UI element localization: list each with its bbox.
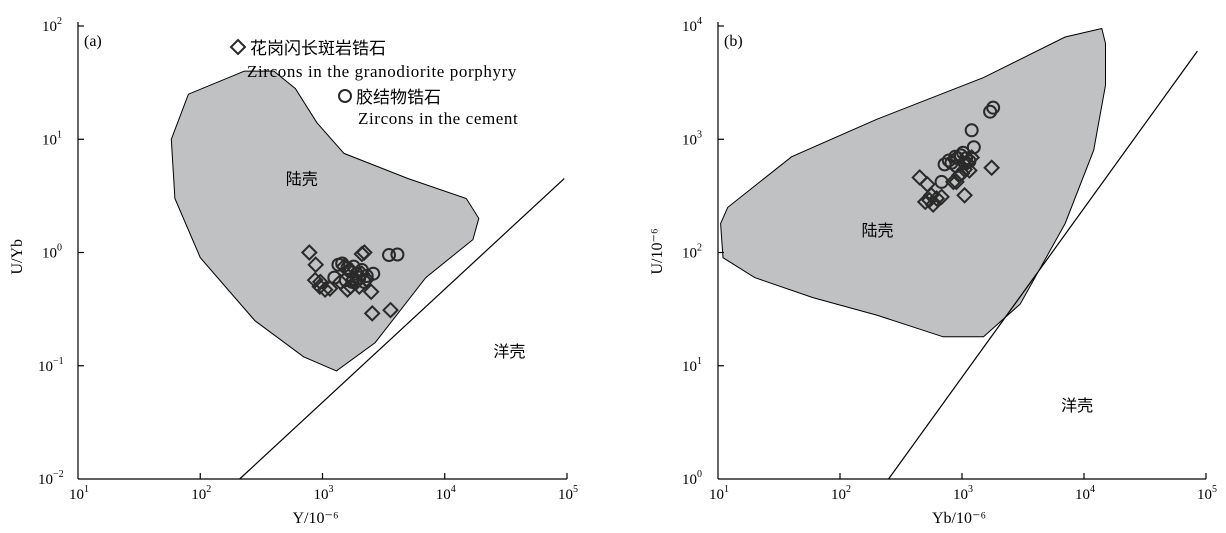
x-axis-label: Y/10⁻⁶ — [293, 510, 339, 527]
x-tick-label: 103 — [314, 484, 334, 503]
panel-label: (b) — [724, 33, 743, 50]
x-tick-label: 101 — [69, 484, 89, 503]
x-tick-label: 103 — [953, 484, 973, 503]
granodiorite-zircon-point — [306, 271, 324, 289]
y-tick-label: 10−2 — [38, 469, 64, 488]
panel-label: (a) — [84, 33, 102, 50]
x-tick-label: 105 — [1197, 484, 1217, 503]
x-axis-label: Yb/10⁻⁶ — [932, 510, 986, 527]
cement-zircon-point — [986, 100, 1001, 115]
y-axis-label: U/Yb — [9, 239, 26, 275]
legend: 花岗闪长斑岩锆石 Zircons in the granodiorite por… — [229, 38, 518, 128]
y-tick-label: 102 — [42, 16, 62, 35]
granodiorite-zircon-point — [382, 301, 399, 319]
x-tick-label: 104 — [436, 484, 456, 503]
continental-crust-field — [720, 27, 1106, 338]
cement-zircon-point — [345, 274, 360, 289]
granodiorite-zircon-point — [924, 196, 942, 213]
x-tick-label: 105 — [558, 484, 578, 503]
y-tick-label: 101 — [42, 129, 62, 148]
granodiorite-zircon-point — [300, 244, 318, 261]
y-tick-label: 101 — [682, 356, 702, 375]
granodiorite-zircon-point — [944, 173, 962, 191]
x-tick-label: 102 — [191, 484, 211, 503]
cement-zircon-point — [366, 266, 381, 281]
continental-crust-field — [170, 70, 480, 372]
legend-cement-en: Zircons in the cement — [358, 109, 518, 128]
granodiorite-zircon-point — [307, 256, 325, 274]
x-tick-label: 102 — [831, 484, 851, 503]
continental-crust-label: 陆壳 — [861, 221, 893, 240]
cement-zircon-point — [966, 140, 981, 155]
y-tick-label: 100 — [42, 243, 62, 262]
cement-zircon-point — [964, 123, 979, 138]
panel-b: 101 102 103 104 105 100 101 102 103 104 (b) Yb/10⁻⁶… — [649, 16, 1217, 527]
y-tick-label: 103 — [682, 129, 702, 148]
cement-zircon-point — [382, 248, 397, 263]
y-tick-label: 102 — [682, 243, 702, 262]
crust-boundary-line — [239, 178, 565, 480]
cement-zircon-point — [359, 269, 374, 284]
cement-zircon-point — [934, 174, 949, 189]
oceanic-crust-label: 洋壳 — [493, 342, 525, 361]
y-tick-label: 104 — [682, 16, 702, 35]
cement-zircon-point — [949, 159, 964, 174]
cement-zircon-point — [346, 259, 361, 274]
y-axis-label: U/10⁻⁶ — [649, 228, 666, 274]
granodiorite-zircon-point — [311, 273, 329, 291]
granodiorite-zircon-point — [316, 281, 334, 299]
legend-cement-cn: 胶结物锆石 — [356, 88, 441, 108]
granodiorite-zircon-point — [321, 280, 339, 298]
y-tick-label: 10−1 — [38, 356, 64, 375]
cement-zircon-point — [338, 273, 353, 288]
x-tick-label: 101 — [709, 484, 729, 503]
granodiorite-zircon-point — [363, 304, 381, 322]
granodiorite-zircon-point — [362, 283, 380, 301]
y-tick-label: 100 — [682, 469, 702, 488]
crust-boundary-line — [888, 50, 1198, 480]
continental-crust-label: 陆壳 — [286, 169, 318, 188]
granodiorite-zircon-point — [353, 245, 371, 263]
granodiorite-zircon-point — [983, 159, 1001, 177]
legend-circle-marker — [338, 89, 352, 103]
granodiorite-zircon-point — [933, 188, 950, 206]
panel-a: 101 102 103 104 105 10−2 10−1 100 101 102 (a) Y/10⁻… — [9, 16, 578, 527]
oceanic-crust-label: 洋壳 — [1061, 396, 1093, 415]
granodiorite-zircon-point — [956, 186, 973, 204]
cement-zircon-point — [957, 155, 972, 170]
legend-granodiorite-en: Zircons in the granodiorite porphyry — [247, 62, 517, 81]
legend-granodiorite-cn: 花岗闪长斑岩锆石 — [250, 39, 386, 59]
cement-zircon-point — [390, 247, 405, 262]
legend-diamond-marker — [229, 38, 247, 56]
granodiorite-zircon-point — [928, 190, 946, 207]
x-tick-label: 104 — [1075, 484, 1095, 503]
